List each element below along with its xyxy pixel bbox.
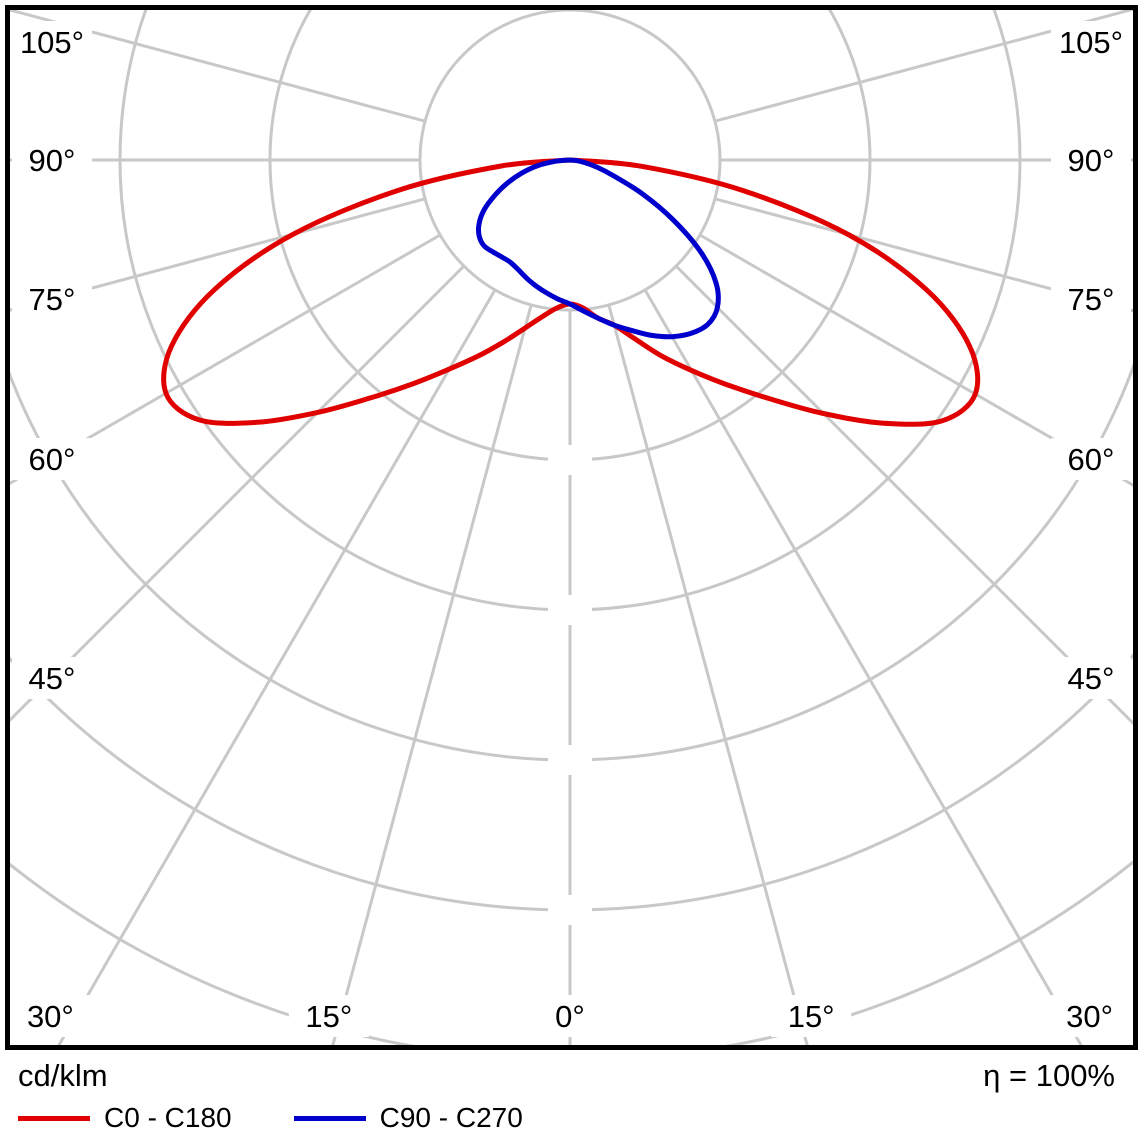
angle-tick-label: 30° (1066, 999, 1113, 1034)
angle-label-backing (12, 438, 92, 481)
radial-label-box (548, 595, 592, 625)
angle-tick-label: 75° (1068, 282, 1115, 317)
angle-tick-label: 0° (555, 999, 585, 1034)
grid-ray (10, 265, 465, 723)
grid-ray (10, 233, 441, 486)
angle-label-backing (12, 657, 92, 699)
grid-ray (643, 289, 1084, 1046)
angle-label-backing (10, 995, 91, 1037)
radial-label-box (548, 445, 592, 475)
grid-ray (714, 10, 1133, 123)
radial-label-box (548, 895, 592, 925)
legend-swatch-0 (18, 1115, 90, 1121)
angle-tick-label: 60° (1068, 442, 1115, 477)
chart-border (5, 5, 1138, 1050)
angle-tick-label: 45° (1068, 661, 1115, 696)
grid-ray (607, 304, 809, 1046)
angle-label-backing (1051, 277, 1131, 320)
grid-ray (714, 197, 1133, 313)
angle-tick-label: 105° (1059, 25, 1123, 60)
angle-label-backing (1051, 139, 1131, 181)
grid-ray (675, 265, 1133, 726)
unit-label: cd/klm (18, 1058, 108, 1093)
radial-label-box (548, 745, 592, 775)
legend-label-c90-c270: C90 - C270 (379, 1102, 523, 1133)
angle-label-backing (1049, 995, 1130, 1037)
legend-label-c0-c180: C0 - C180 (104, 1102, 232, 1133)
polar-chart-svg: 105° 105° 90° 90° 75° 75° 60° 60° 45° 45° 30° 15° 0°… (5, 5, 1138, 1050)
angle-tick-label: 30° (27, 999, 74, 1034)
angle-label-backing (530, 995, 610, 1037)
angle-label-backing (1051, 438, 1131, 481)
legend-item-c90-c270: C90 - C270 (293, 1102, 523, 1134)
grid-ray (699, 233, 1133, 487)
efficiency-label: η = 100% (983, 1058, 1115, 1093)
angle-label-backing (12, 139, 92, 181)
angle-label-backing (12, 277, 92, 320)
legend-items: C0 - C180 C90 - C270 (18, 1102, 523, 1134)
angle-tick-label: 75° (29, 282, 76, 317)
legend-strip: cd/klm η = 100% C0 - C180 C90 - C270 (0, 1050, 1143, 1143)
angle-tick-label: 45° (29, 661, 76, 696)
legend-top-row: cd/klm η = 100% (18, 1058, 1115, 1094)
legend-swatch-1 (293, 1115, 366, 1121)
angle-tick-label: 15° (788, 999, 835, 1034)
angle-label-backing (12, 21, 92, 63)
angle-label-backing (1051, 21, 1131, 63)
angle-label-backing (771, 995, 852, 1037)
grid-ray (331, 304, 533, 1046)
angle-tick-label: 90° (1068, 143, 1115, 178)
angle-label-backing (1051, 657, 1131, 699)
angle-tick-label: 105° (20, 25, 84, 60)
series-curve-1 (476, 157, 721, 340)
angle-tick-label: 60° (29, 442, 76, 477)
angle-label-backing (288, 995, 369, 1037)
angle-tick-label: 15° (305, 999, 352, 1034)
grid-ray (10, 10, 426, 123)
legend-item-c0-c180: C0 - C180 (18, 1102, 232, 1134)
grid-ray (10, 197, 426, 312)
angle-tick-label: 90° (29, 143, 76, 178)
grid-ray (56, 289, 497, 1046)
